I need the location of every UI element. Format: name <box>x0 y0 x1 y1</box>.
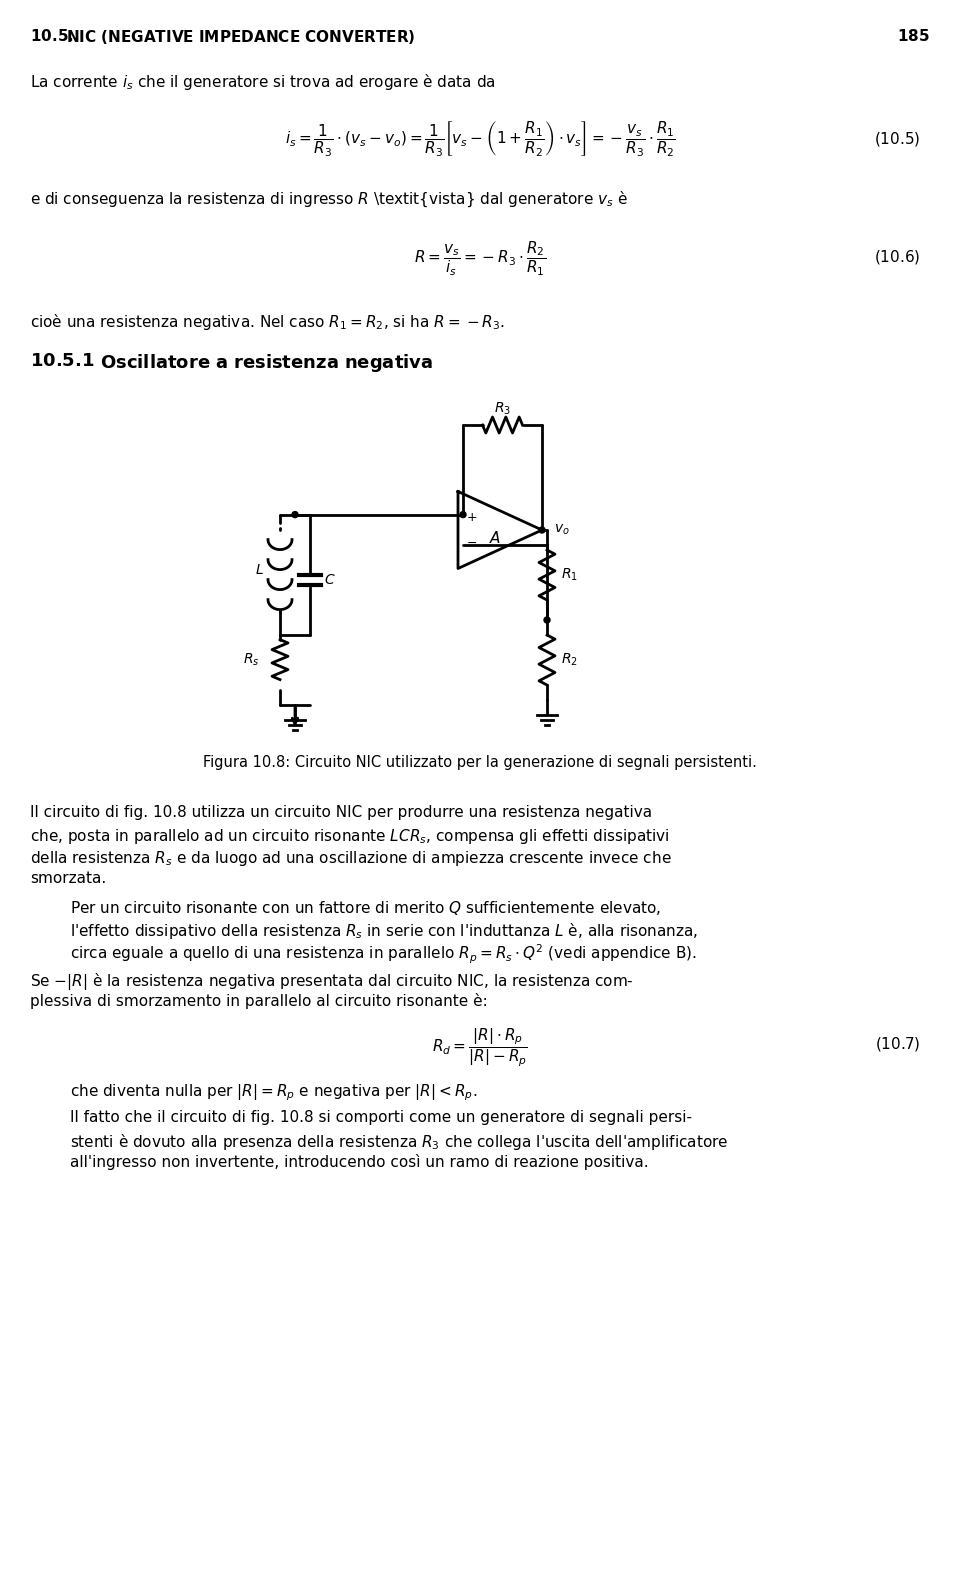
Text: l'effetto dissipativo della resistenza $R_s$ in serie con l'induttanza $L$ è, al: l'effetto dissipativo della resistenza $… <box>70 921 698 940</box>
Text: della resistenza $R_s$ e da luogo ad una oscillazione di ampiezza crescente inve: della resistenza $R_s$ e da luogo ad una… <box>30 850 672 869</box>
Text: Per un circuito risonante con un fattore di merito $Q$ sufficientemente elevato,: Per un circuito risonante con un fattore… <box>70 899 661 916</box>
Text: $A$: $A$ <box>489 530 501 546</box>
Text: che, posta in parallelo ad un circuito risonante $LCR_s$, compensa gli effetti d: che, posta in parallelo ad un circuito r… <box>30 827 669 846</box>
Text: $R_1$: $R_1$ <box>561 566 578 584</box>
Text: $-$: $-$ <box>466 536 477 549</box>
Text: La corrente $i_s$ che il generatore si trova ad erogare è data da: La corrente $i_s$ che il generatore si t… <box>30 72 495 92</box>
Text: plessiva di smorzamento in parallelo al circuito risonante è:: plessiva di smorzamento in parallelo al … <box>30 993 488 1009</box>
Text: e di conseguenza la resistenza di ingresso $R$ \textit{vista} dal generatore $v_: e di conseguenza la resistenza di ingres… <box>30 189 628 210</box>
Text: $R_2$: $R_2$ <box>561 652 578 668</box>
Text: circa eguale a quello di una resistenza in parallelo $R_p = R_s \cdot Q^2$ (vedi: circa eguale a quello di una resistenza … <box>70 943 697 966</box>
Text: Il circuito di fig. 10.8 utilizza un circuito NIC per produrre una resistenza ne: Il circuito di fig. 10.8 utilizza un cir… <box>30 805 652 819</box>
Text: $R_s$: $R_s$ <box>244 651 260 668</box>
Text: Il fatto che il circuito di fig. 10.8 si comporti come un generatore di segnali : Il fatto che il circuito di fig. 10.8 si… <box>70 1111 692 1125</box>
Text: $i_s = \dfrac{1}{R_3} \cdot (v_s - v_o) = \dfrac{1}{R_3} \left[ v_s - \left(1 + : $i_s = \dfrac{1}{R_3} \cdot (v_s - v_o) … <box>284 119 676 159</box>
Circle shape <box>544 617 550 624</box>
Text: $v_o$: $v_o$ <box>554 523 569 538</box>
Text: $\mathbf{10.5.1}$: $\mathbf{10.5.1}$ <box>30 352 94 371</box>
Text: $(10.6)$: $(10.6)$ <box>874 248 920 266</box>
Text: $+$: $+$ <box>466 511 477 523</box>
Text: che diventa nulla per $|R| = R_p$ e negativa per $|R| < R_p$.: che diventa nulla per $|R| = R_p$ e nega… <box>70 1082 477 1103</box>
Text: $R_3$: $R_3$ <box>494 401 511 417</box>
Text: all'ingresso non invertente, introducendo così un ramo di reazione positiva.: all'ingresso non invertente, introducend… <box>70 1153 649 1169</box>
Text: Figura 10.8: Circuito NIC utilizzato per la generazione di segnali persistenti.: Figura 10.8: Circuito NIC utilizzato per… <box>204 756 756 770</box>
Text: $\mathbf{Oscillatore\ a\ resistenza\ negativa}$: $\mathbf{Oscillatore\ a\ resistenza\ neg… <box>100 352 433 374</box>
Text: cioè una resistenza negativa. Nel caso $R_1 = R_2$, si ha $R = -R_3$.: cioè una resistenza negativa. Nel caso $… <box>30 312 505 333</box>
Text: $L$: $L$ <box>255 563 264 576</box>
Text: $\bf{10.5.}$: $\bf{10.5.}$ <box>30 29 74 45</box>
Text: $(10.5)$: $(10.5)$ <box>874 130 920 148</box>
Text: $R = \dfrac{v_s}{i_s} = -R_3 \cdot \dfrac{R_2}{R_1}$: $R = \dfrac{v_s}{i_s} = -R_3 \cdot \dfra… <box>414 240 546 278</box>
Text: stenti è dovuto alla presenza della resistenza $R_3$ che collega l'uscita dell'a: stenti è dovuto alla presenza della resi… <box>70 1133 729 1152</box>
Text: $C$: $C$ <box>324 573 336 587</box>
Circle shape <box>292 512 298 517</box>
Text: Se $-|R|$ è la resistenza negativa presentata dal circuito NIC, la resistenza co: Se $-|R|$ è la resistenza negativa prese… <box>30 971 634 993</box>
Text: $\bf{NIC}$ $\bf{(NEGATIVE\ IMPEDANCE\ CONVERTER)}$: $\bf{NIC}$ $\bf{(NEGATIVE\ IMPEDANCE\ CO… <box>66 29 416 46</box>
Text: $\bf{185}$: $\bf{185}$ <box>898 29 930 45</box>
Circle shape <box>460 512 466 517</box>
Text: smorzata.: smorzata. <box>30 870 107 886</box>
Circle shape <box>539 527 545 533</box>
Text: $R_d = \dfrac{|R| \cdot R_p}{|R| - R_p}$: $R_d = \dfrac{|R| \cdot R_p}{|R| - R_p}$ <box>432 1028 528 1069</box>
Text: $(10.7)$: $(10.7)$ <box>875 1036 920 1053</box>
